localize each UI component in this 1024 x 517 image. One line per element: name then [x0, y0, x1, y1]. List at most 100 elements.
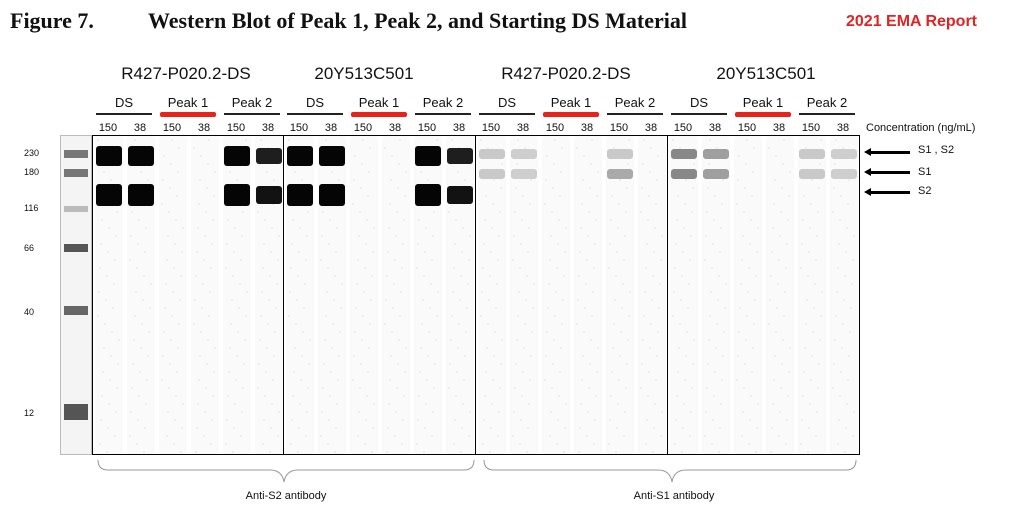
lane-speckle — [456, 371, 458, 373]
lane-speckle — [306, 235, 308, 237]
lane-speckle — [551, 387, 553, 389]
lane-speckle — [580, 227, 582, 229]
lane-speckle — [812, 331, 814, 333]
lane-speckle — [745, 339, 747, 341]
lane-speckle — [110, 179, 112, 181]
concentration-label: 150 — [801, 122, 821, 134]
lane-speckle — [118, 339, 120, 341]
lane-speckle — [652, 451, 654, 453]
lane-speckle — [713, 219, 715, 221]
lane-speckle — [389, 379, 391, 381]
lane-speckle — [529, 203, 531, 205]
lane-speckle — [689, 435, 691, 437]
lane-speckle — [371, 275, 373, 277]
lane-speckle — [392, 307, 394, 309]
lane-speckle — [112, 307, 114, 309]
lane-speckle — [354, 331, 356, 333]
lane-speckle — [329, 395, 331, 397]
concentration-label: 38 — [324, 122, 338, 134]
lane-speckle — [656, 355, 658, 357]
lane-speckle — [608, 267, 610, 269]
lane-speckle — [464, 355, 466, 357]
lane-speckle — [655, 203, 657, 205]
lane-speckle — [432, 411, 434, 413]
lane-speckle — [322, 387, 324, 389]
lane-speckle — [452, 291, 454, 293]
lane-speckle — [416, 267, 418, 269]
lane-speckle — [741, 435, 743, 437]
lane-speckle — [268, 299, 270, 301]
lane-speckle — [725, 283, 727, 285]
lane-speckle — [748, 267, 750, 269]
lane-background — [446, 136, 474, 454]
lane-speckle — [145, 227, 147, 229]
lane-speckle — [716, 323, 718, 325]
lane-background — [318, 136, 346, 454]
lane-speckle — [194, 299, 196, 301]
lane-speckle — [616, 427, 618, 429]
lane-speckle — [772, 227, 774, 229]
lane-speckle — [532, 307, 534, 309]
lane-speckle — [753, 147, 755, 149]
lane-speckle — [306, 411, 308, 413]
lane-speckle — [117, 363, 119, 365]
lane-speckle — [274, 331, 276, 333]
lane-speckle — [676, 219, 678, 221]
lane-speckle — [211, 419, 213, 421]
lane-speckle — [594, 419, 596, 421]
lane-speckle — [270, 427, 272, 429]
ladder-band-66 — [64, 244, 88, 252]
lane-speckle — [779, 411, 781, 413]
lane-speckle — [358, 411, 360, 413]
mw-ladder-lane — [60, 135, 92, 455]
lane-speckle — [837, 443, 839, 445]
lane-speckle — [628, 139, 630, 141]
lane-speckle — [693, 339, 695, 341]
lane-speckle — [496, 283, 498, 285]
lane-speckle — [227, 219, 229, 221]
lane-speckle — [277, 435, 279, 437]
ladder-bands — [64, 150, 88, 420]
lane-speckle — [366, 395, 368, 397]
lane-speckle — [200, 331, 202, 333]
lane-speckle — [610, 395, 612, 397]
figure-title: Figure 7. Western Blot of Peak 1, Peak 2,… — [10, 8, 687, 34]
lane-speckle — [423, 451, 425, 453]
lane-speckle — [643, 315, 645, 317]
peak1-highlight — [160, 112, 216, 117]
lane-speckle — [326, 291, 328, 293]
lane-speckle — [785, 443, 787, 445]
blot-lanes-1 — [95, 136, 283, 454]
lane-speckle — [424, 427, 426, 429]
lane-speckle — [368, 171, 370, 173]
lane-speckle — [681, 451, 683, 453]
concentration-label: 38 — [644, 122, 658, 134]
lane-speckle — [528, 227, 530, 229]
concentration-label: 150 — [737, 122, 757, 134]
lane-speckle — [611, 371, 613, 373]
lane-speckle — [97, 315, 99, 317]
lane-speckle — [492, 379, 494, 381]
lane-speckle — [722, 355, 724, 357]
lane-background — [382, 136, 410, 454]
lane-speckle — [175, 219, 177, 221]
lane-speckle — [850, 307, 852, 309]
lane-speckle — [371, 451, 373, 453]
lane-speckle — [617, 403, 619, 405]
lane-speckle — [208, 139, 210, 141]
lane-speckle — [330, 371, 332, 373]
lane-speckle — [746, 315, 748, 317]
lane-speckle — [649, 347, 651, 349]
lane-speckle — [361, 339, 363, 341]
lane-speckle — [270, 251, 272, 253]
protein-band — [224, 184, 250, 206]
lane-speckle — [106, 451, 108, 453]
lane-speckle — [843, 299, 845, 301]
sample-underline — [287, 113, 343, 115]
lane-speckle — [722, 179, 724, 181]
concentration-label: 150 — [162, 122, 182, 134]
lane-speckle — [213, 371, 215, 373]
lane-speckle — [781, 363, 783, 365]
lane-speckle — [803, 195, 805, 197]
lane-speckle — [364, 443, 366, 445]
